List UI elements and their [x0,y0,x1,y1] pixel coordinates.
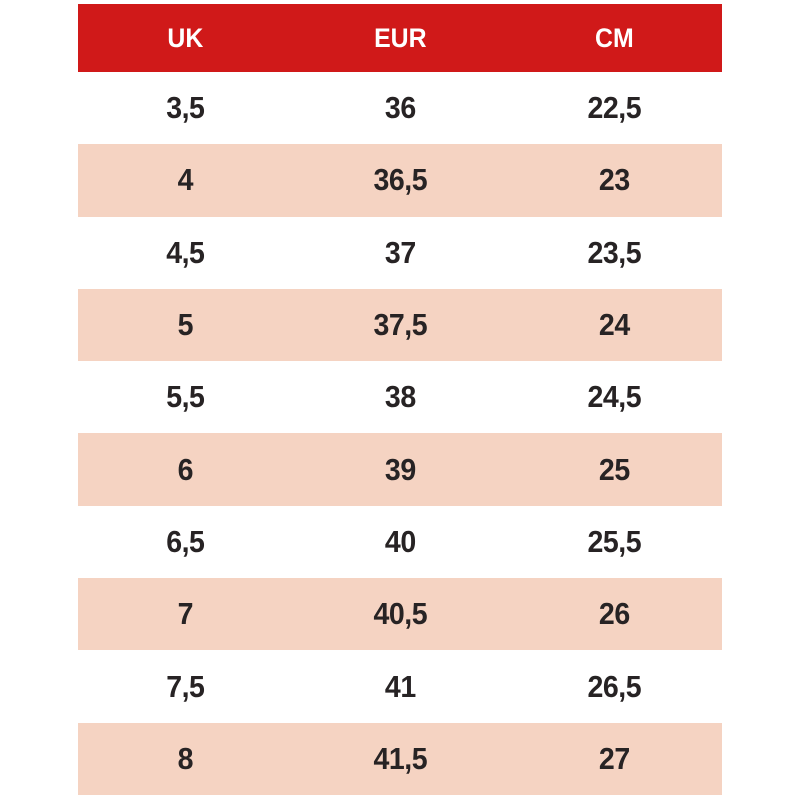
table-row: 5 37,5 24 [78,288,722,362]
table-cell: 24,5 [587,379,642,415]
table-cell: 24 [599,307,631,343]
table-cell: 4 [177,162,194,198]
table-row: 4,5 37 23,5 [78,216,722,289]
header-cell-eur: EUR [373,22,427,53]
table-row: 8 41,5 27 [78,722,722,795]
table-cell: 5 [177,307,194,343]
table-cell: 3,5 [166,90,205,126]
table-cell: 40 [384,523,416,559]
table-cell: 22,5 [587,90,642,126]
size-conversion-table: UK EUR CM 3,5 36 22,5 4 36,5 23 4,5 37 23,5 5 37,5 24… [78,4,722,795]
table-cell: 4,5 [166,234,205,270]
table-body: 3,5 36 22,5 4 36,5 23 4,5 37 23,5 5 37,5 24 5,5 38 24,… [78,72,722,795]
table-cell: 27 [599,740,631,776]
table-cell: 36,5 [373,162,427,198]
table-cell: 40,5 [373,596,427,632]
header-cell-uk: UK [167,22,204,53]
table-cell: 25 [599,451,631,487]
table-cell: 41,5 [373,740,427,776]
table-cell: 39 [384,451,416,487]
table-cell: 23,5 [587,234,642,270]
table-cell: 37,5 [373,307,427,343]
table-cell: 7,5 [166,668,205,704]
table-cell: 41 [384,668,416,704]
table-cell: 37 [384,234,416,270]
table-cell: 8 [177,740,194,776]
table-cell: 25,5 [587,523,642,559]
table-row: 3,5 36 22,5 [78,72,722,145]
table-cell: 38 [384,379,416,415]
table-cell: 36 [384,90,416,126]
table-header-row: UK EUR CM [78,4,722,72]
table-row: 6,5 40 25,5 [78,505,722,579]
header-cell-cm: CM [595,22,634,53]
table-cell: 6 [177,451,194,487]
table-row: 5,5 38 24,5 [78,361,722,434]
table-cell: 26,5 [587,668,642,704]
table-row: 6 39 25 [78,433,722,506]
table-cell: 5,5 [166,379,205,415]
table-cell: 7 [177,596,194,632]
table-cell: 6,5 [166,523,205,559]
table-row: 4 36,5 23 [78,144,722,217]
table-row: 7 40,5 26 [78,578,722,651]
table-row: 7,5 41 26,5 [78,650,722,723]
table-cell: 23 [599,162,631,198]
table-cell: 26 [599,596,631,632]
